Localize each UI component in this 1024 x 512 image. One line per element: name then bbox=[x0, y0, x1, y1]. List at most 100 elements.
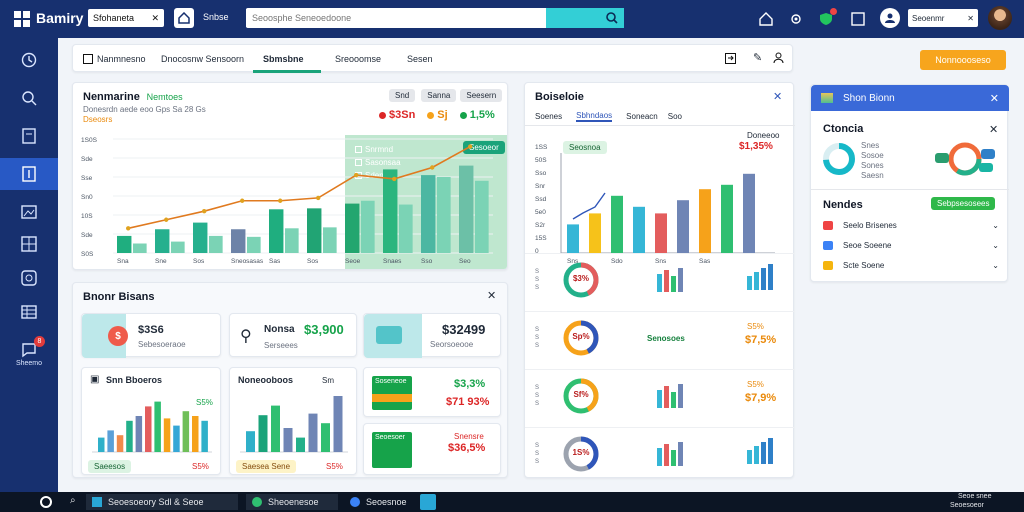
nav-doc[interactable] bbox=[0, 122, 58, 150]
start-button-icon[interactable] bbox=[40, 496, 52, 508]
x-tick-label: Sso bbox=[421, 258, 433, 265]
filter-pill-1[interactable]: Sanna bbox=[421, 89, 457, 102]
magic-icon[interactable]: ✎ bbox=[753, 52, 763, 64]
close-icon[interactable]: ✕ bbox=[773, 91, 783, 103]
metric-row[interactable]: S S S $3% bbox=[525, 253, 795, 309]
taskbar-app-icon[interactable] bbox=[420, 494, 436, 510]
bar bbox=[321, 423, 330, 452]
home-icon[interactable] bbox=[174, 8, 194, 28]
search-box[interactable] bbox=[246, 8, 624, 28]
bar bbox=[747, 450, 752, 464]
settings-icon[interactable] bbox=[788, 11, 804, 27]
kpi-dot-orange bbox=[427, 111, 435, 119]
chevron-down-icon[interactable]: ⌄ bbox=[992, 241, 999, 250]
taskbar-item-1[interactable]: Sheoenesoe bbox=[246, 494, 338, 510]
doc-icon[interactable] bbox=[83, 54, 93, 64]
nav-grid[interactable] bbox=[0, 230, 58, 258]
trend-line bbox=[572, 192, 606, 220]
filter-select[interactable]: Sfohaneta ✕ bbox=[88, 9, 164, 27]
y-tick-label: Sn0 bbox=[81, 194, 93, 201]
panel3-tab-2[interactable]: Soneacn bbox=[626, 112, 658, 121]
taskbar-item-0[interactable]: Seoesoeory Sdl & Seoe bbox=[86, 494, 238, 510]
shield-icon[interactable] bbox=[818, 8, 837, 27]
close-icon[interactable]: ✕ bbox=[989, 92, 999, 105]
mini-bar-icon bbox=[657, 384, 683, 408]
search-input[interactable] bbox=[246, 9, 546, 27]
stat-card-0-sub: Sebesoeraoe bbox=[138, 340, 186, 349]
nav-notifications[interactable]: 8 Sheemo bbox=[0, 335, 58, 372]
taskbar-search-icon[interactable]: ⌕ bbox=[70, 495, 76, 506]
metric-row[interactable]: S S S Sf% S5% $7,9% bbox=[525, 369, 795, 425]
stat-card-0[interactable]: $ $3S6 Sebesoeraoe bbox=[81, 313, 221, 358]
mini-area-icon bbox=[747, 264, 773, 290]
stat-card-1[interactable]: ⚲ Nonsa $3,900 Serseees bbox=[229, 313, 357, 357]
filter-pill-2[interactable]: Seesern bbox=[460, 89, 503, 102]
x-tick-label: Sas bbox=[269, 258, 281, 265]
windows-logo-icon[interactable] bbox=[14, 11, 30, 27]
nav-table[interactable] bbox=[0, 298, 58, 326]
close-icon[interactable]: ✕ bbox=[989, 124, 999, 136]
list-icon-yellow bbox=[823, 261, 833, 270]
nav-image[interactable] bbox=[0, 198, 58, 226]
chevron-down-icon[interactable]: ✕ bbox=[967, 13, 974, 23]
side-action-button[interactable]: Sebpsesosees bbox=[931, 197, 996, 210]
metric-row[interactable]: S S S 1S% bbox=[525, 427, 795, 483]
menu-icon[interactable]: ▣ bbox=[90, 374, 100, 385]
tab-2[interactable]: Sbmsbne bbox=[263, 54, 304, 64]
user-filter-icon[interactable] bbox=[773, 52, 784, 63]
tab-1[interactable]: Dnocosnw Sensoorn bbox=[161, 54, 245, 64]
x-tick-label: Sns bbox=[655, 258, 667, 265]
avatar[interactable] bbox=[988, 6, 1012, 30]
metric-row[interactable]: S S S Sp% Senosoes S5% $7,5% bbox=[525, 311, 795, 367]
close-icon[interactable]: ✕ bbox=[151, 12, 159, 23]
export-icon[interactable] bbox=[725, 53, 736, 64]
user-icon[interactable] bbox=[880, 8, 900, 28]
mini-stat-0[interactable]: Soseneoe $3,3% $71 93% bbox=[363, 367, 501, 417]
nav-report[interactable] bbox=[0, 158, 58, 190]
stat-card-2[interactable]: $32499 Seorsoeooe bbox=[363, 313, 501, 358]
close-icon[interactable]: ✕ bbox=[487, 290, 497, 302]
nav-search[interactable] bbox=[0, 84, 58, 112]
legend-swatch bbox=[355, 159, 362, 166]
tab-0[interactable]: Nanmnesno bbox=[97, 54, 146, 64]
bar bbox=[296, 437, 305, 452]
search-icon bbox=[22, 91, 37, 106]
tab-3[interactable]: Sreooomse bbox=[335, 54, 382, 64]
y-tick-label: 1S0S bbox=[81, 137, 98, 144]
taskbar-item-2[interactable]: Seoesnoe bbox=[344, 494, 414, 510]
mini-stat-1[interactable]: Seoesoer Snensre $36,5% bbox=[363, 423, 501, 475]
panel3-tab-3[interactable]: Soo bbox=[667, 112, 682, 121]
panel3-tab-0[interactable]: Soenes bbox=[535, 112, 563, 121]
bar bbox=[192, 416, 199, 452]
panel1-kpis: $3Sn Sj 1,5% bbox=[379, 109, 495, 121]
home-nav-icon[interactable] bbox=[758, 11, 774, 27]
stat-card-1-sub: Serseees bbox=[264, 341, 298, 350]
nav-chart[interactable] bbox=[0, 264, 58, 292]
chevron-down-icon[interactable]: ⌄ bbox=[992, 261, 999, 270]
side-list-item-1[interactable]: Seoe Soeene ⌄ bbox=[823, 241, 999, 250]
window-icon[interactable] bbox=[850, 11, 866, 27]
side-list-item-0[interactable]: Seelo Brisenes ⌄ bbox=[823, 221, 999, 230]
minichart-b-tag: Sm bbox=[322, 376, 334, 385]
filter-pill-0[interactable]: Snd bbox=[389, 89, 416, 102]
account-menu[interactable]: Seoenmr ✕ bbox=[908, 9, 978, 27]
nav-clock[interactable] bbox=[0, 46, 58, 74]
bar bbox=[201, 420, 208, 452]
chevron-down-icon[interactable]: ⌄ bbox=[992, 221, 999, 230]
side-list-item-2[interactable]: Scte Soene ⌄ bbox=[823, 261, 999, 270]
bar bbox=[677, 200, 689, 253]
tab-4[interactable]: Sesen bbox=[407, 54, 433, 64]
primary-action-button[interactable]: Nonnoooseso bbox=[920, 50, 1006, 70]
bar bbox=[768, 264, 773, 290]
bar bbox=[345, 203, 360, 253]
panel1-subtitle: Donesrdn aede eoo Gps Sa 28 Gs bbox=[83, 105, 206, 114]
coin-icon: $ bbox=[108, 326, 128, 346]
panel3-tab-1[interactable]: Sbhndaos bbox=[576, 111, 613, 122]
minichart-b-footer: Saesea Sene bbox=[236, 460, 297, 473]
search-button[interactable] bbox=[546, 8, 624, 28]
bar bbox=[567, 224, 579, 253]
taskbar-item-0-label: Seoesoeory Sdl & Seoe bbox=[108, 497, 204, 507]
account-label: Seoenmr bbox=[912, 13, 945, 23]
main-area: Nanmnesno Dnocosnw Sensoorn Sbmsbne Sreo… bbox=[58, 38, 1024, 492]
left-nav: 8 Sheemo bbox=[0, 38, 58, 492]
